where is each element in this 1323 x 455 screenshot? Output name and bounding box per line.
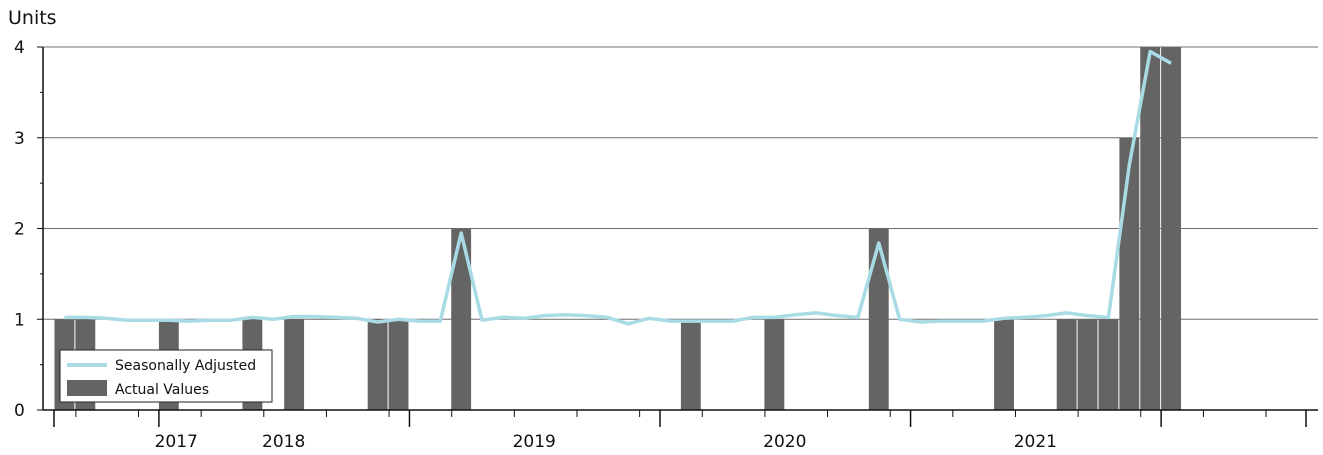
- bar: [680, 319, 701, 410]
- bar: [1098, 319, 1119, 410]
- x-tick-label: 2020: [763, 432, 806, 452]
- bar: [451, 228, 472, 410]
- bar: [868, 228, 889, 410]
- bar: [367, 319, 388, 410]
- y-axis-unit-label: Units: [8, 7, 57, 29]
- line-series-seasonally-adjusted: [64, 49, 1172, 326]
- x-tick-label: 2019: [513, 432, 556, 452]
- bar: [1056, 319, 1077, 410]
- bar: [1161, 47, 1182, 410]
- legend-swatch-bar: [67, 380, 107, 396]
- y-tick-label: 4: [14, 38, 25, 58]
- legend-label-actual-values: Actual Values: [115, 382, 209, 398]
- legend-label-seasonally-adjusted: Seasonally Adjusted: [115, 358, 256, 374]
- x-tick-label: 2021: [1014, 432, 1057, 452]
- x-tick-label: 2017: [155, 432, 198, 452]
- y-tick-labels: 0 1 2 3 4: [14, 38, 25, 421]
- x-tick-labels: 2017 2018 2019 2020 2021: [155, 432, 1057, 452]
- bar: [764, 319, 785, 410]
- series-line: [64, 49, 1172, 326]
- legend: Seasonally Adjusted Actual Values: [59, 349, 273, 403]
- y-tick-label: 0: [14, 401, 25, 421]
- y-tick-label: 2: [14, 220, 25, 240]
- bar: [1077, 319, 1098, 410]
- bar: [284, 319, 305, 410]
- bar: [1119, 137, 1140, 410]
- bar-series-actual-values: [54, 47, 1182, 410]
- y-tick-label: 3: [14, 129, 25, 149]
- axes: [37, 46, 1318, 427]
- bar: [388, 319, 409, 410]
- bar: [1140, 47, 1161, 410]
- x-tick-label: 2018: [262, 432, 305, 452]
- bar: [994, 319, 1014, 410]
- y-tick-label: 1: [14, 310, 25, 330]
